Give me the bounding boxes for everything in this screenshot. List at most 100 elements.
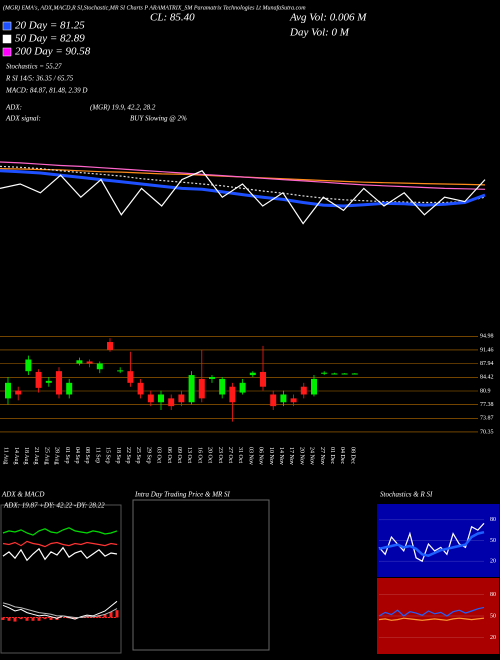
adx-signal-label: ADX signal: [5, 115, 41, 123]
candle-body [260, 371, 266, 387]
candle-body [198, 378, 205, 399]
x-tick-label: 24 Nov [309, 447, 315, 465]
y-tick-label: 77.38 [480, 402, 494, 408]
x-tick-label: 04 Sep [74, 447, 80, 464]
candle-body [117, 370, 124, 372]
series-line [2, 540, 118, 548]
adx-frame [0, 504, 122, 654]
x-tick-label: 01 Sep [64, 447, 70, 464]
candle-body [249, 372, 256, 376]
candle-body [178, 394, 185, 403]
x-tick-label: 10 Nov [268, 447, 274, 465]
legend-text: 20 Day = 81.25 [15, 20, 85, 32]
histogram-bar [31, 617, 35, 621]
x-tick-label: 01 Dec [329, 447, 335, 464]
y-tick-label: 80.9 [480, 388, 491, 394]
avg-vol: Avg Vol: 0.006 M [289, 12, 367, 24]
candle-body [158, 394, 164, 403]
x-tick-label: 18 Sep [115, 447, 121, 464]
x-tick-label: 27 Oct [227, 447, 233, 463]
histogram-bar [103, 614, 107, 618]
intraday-frame [132, 499, 270, 651]
histogram-bar [7, 617, 11, 621]
panel-title: Stochastics & R SI [380, 491, 433, 499]
candle-body [239, 382, 246, 393]
histogram-bar [25, 617, 29, 621]
histogram-bar [43, 617, 47, 620]
x-tick-label: 03 Nov [247, 447, 253, 465]
series-line [2, 546, 118, 562]
x-tick-label: 20 Oct [207, 447, 213, 463]
legend-text: 200 Day = 90.58 [15, 46, 91, 58]
series-line [2, 527, 118, 536]
candle-body [270, 394, 277, 407]
candle-body [35, 371, 42, 388]
candle-body [127, 371, 134, 383]
x-tick-label: 25 Sep [135, 447, 141, 464]
candle-body [96, 363, 103, 370]
histogram-bar [13, 617, 17, 622]
y-tick-label: 87.94 [480, 361, 494, 367]
candle-body [321, 372, 328, 374]
series-line [2, 600, 118, 620]
y-tick-label: 50 [490, 613, 496, 619]
panel-background [377, 578, 499, 654]
y-tick-label: 94.98 [480, 334, 494, 340]
stat-text: MACD: 84.87, 81.48, 2.39 D [5, 87, 87, 95]
adx-signal: BUY Slowing @ 2% [130, 115, 187, 123]
stat-text: Stochastics = 55.27 [6, 63, 62, 71]
x-tick-label: 23 Oct [217, 447, 223, 463]
series-line [0, 165, 486, 204]
legend-swatch [2, 21, 12, 31]
x-tick-label: 17 Nov [288, 447, 294, 465]
adx-label: ADX: [5, 104, 22, 112]
x-tick-label: 03 Oct [156, 447, 162, 463]
candle-body [66, 382, 73, 395]
candle-body [86, 361, 93, 364]
legend-text: 50 Day = 82.89 [15, 33, 85, 45]
candle-body [188, 375, 195, 403]
x-tick-label: 09 Oct [176, 447, 182, 463]
series-line [0, 161, 486, 190]
histogram-bar [49, 617, 53, 620]
y-tick-label: 50 [490, 538, 496, 544]
x-tick-label: 21 Aug [33, 447, 39, 465]
candle-body [168, 398, 175, 407]
panel-title: Intra Day Trading Price & MR SI [134, 491, 231, 499]
series-line [0, 170, 486, 225]
x-tick-label: 06 Oct [166, 447, 172, 463]
y-tick-label: 80 [490, 592, 496, 598]
stat-text: R SI 14/5: 36.35 / 65.75 [5, 75, 74, 83]
candle-body [56, 371, 62, 395]
x-tick-label: 06 Nov [258, 447, 264, 465]
x-tick-label: 22 Sep [125, 447, 131, 464]
header: (MGR) EMA's, ADX,MACD,R SI,Stochastic,MR… [3, 4, 306, 11]
x-tick-label: 11 Sep [94, 447, 100, 463]
series-line [2, 602, 118, 618]
panel-subtitle: ADX: 19.87 +DY: 42.22 -DY: 28.22 [3, 502, 105, 510]
x-tick-label: 16 Oct [196, 447, 202, 463]
candle-body [76, 360, 83, 364]
close-label: CL: 85.40 [150, 12, 195, 24]
candle-body [341, 373, 348, 375]
x-tick-label: 29 Sep [145, 447, 151, 464]
y-tick-label: 84.42 [480, 375, 494, 381]
series-line [378, 606, 485, 617]
histogram-bar [73, 617, 77, 620]
candle-body [147, 394, 154, 403]
candle-body [331, 373, 338, 375]
candle-body [15, 390, 22, 395]
y-tick-label: 70.35 [480, 429, 494, 435]
candle-body [280, 394, 287, 403]
candle-body [25, 359, 32, 372]
candle-body [300, 386, 307, 395]
histogram-bar [37, 617, 41, 621]
series-line [0, 169, 486, 208]
series-line [378, 617, 485, 621]
candle-body [290, 398, 297, 403]
candle-body [137, 382, 144, 395]
histogram-bar [115, 610, 119, 618]
x-tick-label: 14 Nov [278, 447, 284, 465]
x-tick-label: 18 Aug [23, 447, 29, 465]
